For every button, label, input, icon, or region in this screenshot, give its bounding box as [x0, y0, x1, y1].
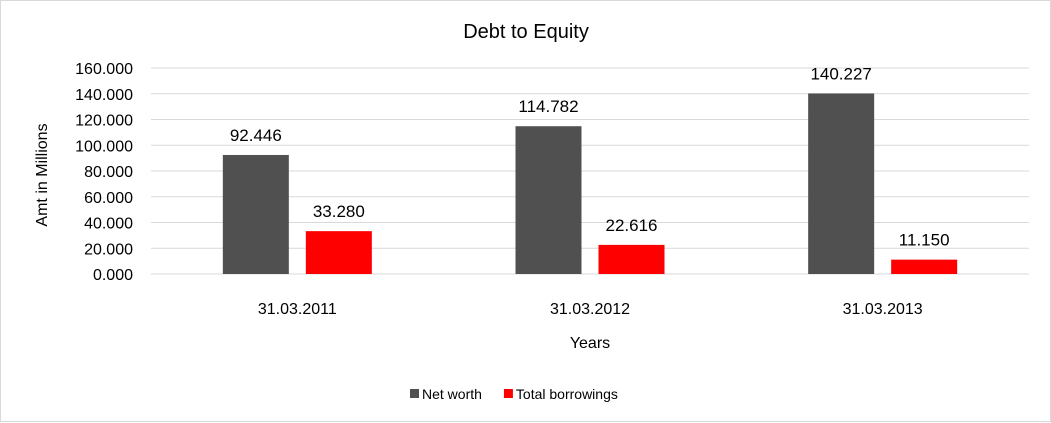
bar	[305, 231, 372, 274]
bar	[808, 93, 875, 275]
gridlines	[151, 67, 1029, 275]
bar	[598, 244, 665, 274]
legend-label: Total borrowings	[516, 386, 618, 402]
y-axis-ticks: 0.000 20.000 40.000 60.000 80.000 100.000 120.…	[75, 61, 133, 284]
data-label: 11.150	[899, 231, 950, 250]
legend-label: Net worth	[422, 386, 482, 402]
y-tick-label: 160.000	[75, 61, 133, 78]
legend-swatch	[410, 389, 419, 398]
y-tick-label: 100.000	[75, 138, 133, 155]
bar	[515, 126, 582, 275]
bar	[891, 259, 958, 274]
data-label: 33.280	[313, 202, 365, 221]
x-tick-label: 31.03.2013	[843, 301, 923, 318]
bar	[222, 154, 289, 274]
x-axis-title: Years	[570, 335, 610, 352]
chart-title: Debt to Equity	[463, 21, 589, 43]
x-tick-label: 31.03.2012	[550, 301, 630, 318]
data-label: 22.616	[606, 216, 658, 235]
y-tick-label: 80.000	[84, 164, 133, 181]
y-tick-label: 0.000	[93, 267, 133, 284]
y-tick-label: 140.000	[75, 87, 133, 104]
y-tick-label: 120.000	[75, 113, 133, 130]
data-label: 92.446	[230, 126, 282, 145]
y-axis-title: Amt in Millions	[34, 123, 51, 226]
data-label: 140.227	[810, 64, 871, 83]
x-tick-label: 31.03.2011	[258, 301, 337, 318]
data-label: 114.782	[518, 97, 578, 116]
data-labels: 92.446 33.280 114.782 22.616 140.227 11.150	[230, 64, 950, 249]
y-tick-label: 40.000	[84, 216, 133, 233]
y-tick-label: 20.000	[84, 241, 133, 258]
bars	[222, 93, 958, 275]
legend: Net worth Total borrowings	[410, 386, 618, 402]
y-tick-label: 60.000	[84, 190, 133, 207]
x-axis-ticks: 31.03.2011 31.03.2012 31.03.2013	[258, 301, 923, 318]
legend-swatch	[503, 389, 513, 398]
